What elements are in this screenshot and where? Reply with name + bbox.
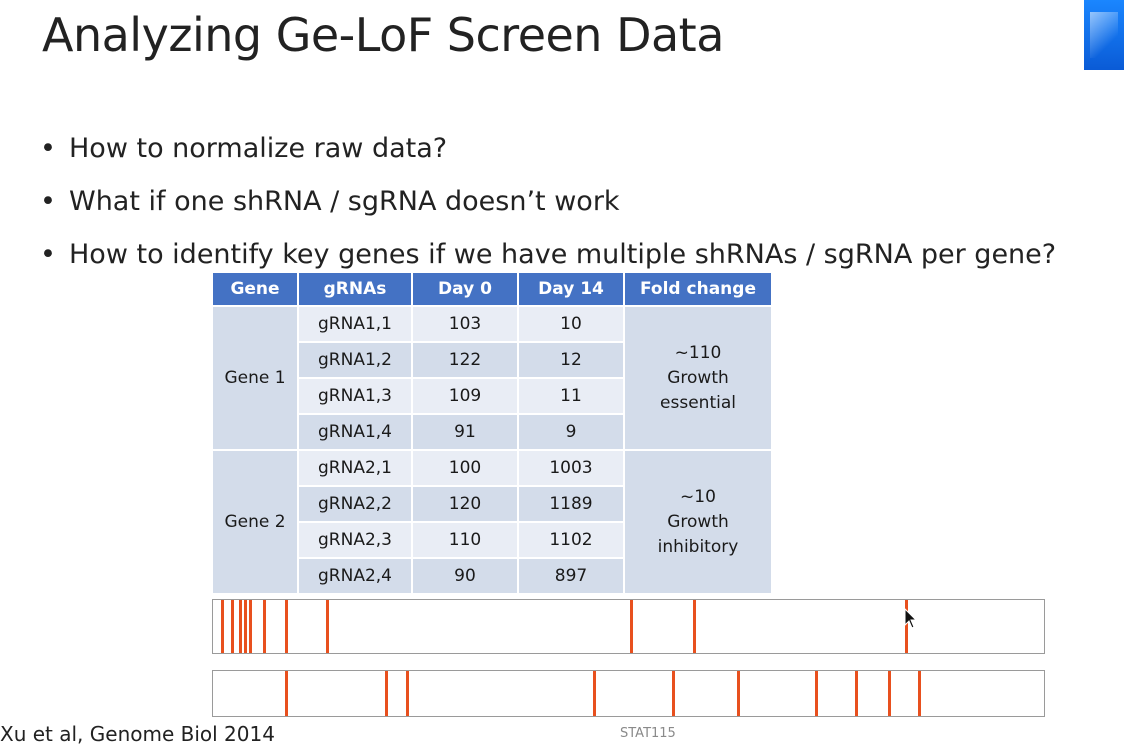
grna-rank-tick bbox=[630, 600, 633, 653]
mouse-pointer-icon bbox=[904, 608, 918, 629]
table-row: gRNA2,2 120 1189 bbox=[213, 487, 771, 521]
header-grnas: gRNAs bbox=[299, 273, 411, 305]
grna-cell: gRNA1,3 bbox=[299, 379, 411, 413]
gene-cell: Gene 1 bbox=[213, 307, 297, 449]
grna-cell: gRNA2,4 bbox=[299, 559, 411, 593]
grna-cell: gRNA2,2 bbox=[299, 487, 411, 521]
day0-cell: 103 bbox=[413, 307, 517, 341]
header-gene: Gene bbox=[213, 273, 297, 305]
ranked-strip-gene1 bbox=[212, 599, 1045, 654]
fold-label: inhibitory bbox=[657, 536, 739, 557]
grna-rank-tick bbox=[326, 600, 329, 653]
grna-rank-tick bbox=[244, 600, 247, 653]
grna-rank-tick bbox=[593, 671, 596, 716]
day14-cell: 12 bbox=[519, 343, 623, 377]
bullet-item: How to normalize raw data? bbox=[40, 122, 1056, 175]
grna-cell: gRNA2,1 bbox=[299, 451, 411, 485]
table-header-row: Gene gRNAs Day 0 Day 14 Fold change bbox=[213, 273, 771, 305]
grna-cell: gRNA1,4 bbox=[299, 415, 411, 449]
grna-rank-tick bbox=[239, 600, 242, 653]
fold-label: Growth bbox=[667, 511, 729, 532]
day14-cell: 11 bbox=[519, 379, 623, 413]
header-day14: Day 14 bbox=[519, 273, 623, 305]
grna-rank-tick bbox=[737, 671, 740, 716]
grna-rank-tick bbox=[285, 671, 288, 716]
fold-change-cell: ~110 Growth essential bbox=[625, 307, 771, 449]
table-row: gRNA1,4 91 9 bbox=[213, 415, 771, 449]
day0-cell: 90 bbox=[413, 559, 517, 593]
grna-cell: gRNA2,3 bbox=[299, 523, 411, 557]
fold-label: Growth bbox=[667, 367, 729, 388]
day0-cell: 100 bbox=[413, 451, 517, 485]
bullet-list: How to normalize raw data? What if one s… bbox=[40, 122, 1056, 281]
day14-cell: 897 bbox=[519, 559, 623, 593]
windows-logo-icon bbox=[1084, 0, 1124, 70]
grna-rank-tick bbox=[888, 671, 891, 716]
footer-label: STAT115 bbox=[620, 726, 676, 741]
table-row: gRNA1,3 109 11 bbox=[213, 379, 771, 413]
table-row: gRNA2,4 90 897 bbox=[213, 559, 771, 593]
grna-cell: gRNA1,1 bbox=[299, 307, 411, 341]
day14-cell: 1102 bbox=[519, 523, 623, 557]
table-row: gRNA1,2 122 12 bbox=[213, 343, 771, 377]
grna-rank-tick bbox=[693, 600, 696, 653]
slide-title: Analyzing Ge-LoF Screen Data bbox=[42, 8, 724, 62]
grna-rank-tick bbox=[918, 671, 921, 716]
grna-rank-tick bbox=[263, 600, 266, 653]
header-fold-change: Fold change bbox=[625, 273, 771, 305]
day0-cell: 109 bbox=[413, 379, 517, 413]
gene-cell: Gene 2 bbox=[213, 451, 297, 593]
day0-cell: 110 bbox=[413, 523, 517, 557]
bullet-item: How to identify key genes if we have mul… bbox=[40, 228, 1056, 281]
ranked-strip-gene2 bbox=[212, 670, 1045, 717]
grna-rank-tick bbox=[672, 671, 675, 716]
day0-cell: 91 bbox=[413, 415, 517, 449]
day14-cell: 10 bbox=[519, 307, 623, 341]
grna-rank-tick bbox=[905, 600, 908, 653]
fold-value: ~10 bbox=[680, 486, 716, 507]
fold-value: ~110 bbox=[674, 342, 722, 363]
table-row: Gene 2 gRNA2,1 100 1003 ~10 Growth inhib… bbox=[213, 451, 771, 593]
grna-rank-tick bbox=[406, 671, 409, 716]
grna-rank-tick bbox=[231, 600, 234, 653]
day0-cell: 122 bbox=[413, 343, 517, 377]
day14-cell: 9 bbox=[519, 415, 623, 449]
day14-cell: 1003 bbox=[519, 451, 623, 485]
table-row: gRNA2,3 110 1102 bbox=[213, 523, 771, 557]
grna-rank-tick bbox=[285, 600, 288, 653]
header-day0: Day 0 bbox=[413, 273, 517, 305]
grna-rank-tick bbox=[385, 671, 388, 716]
grna-rank-tick bbox=[221, 600, 224, 653]
grna-cell: gRNA1,2 bbox=[299, 343, 411, 377]
day14-cell: 1189 bbox=[519, 487, 623, 521]
fold-label: essential bbox=[660, 392, 736, 413]
table-row: Gene 1 gRNA1,1 103 10 ~110 Growth essent… bbox=[213, 307, 771, 449]
day0-cell: 120 bbox=[413, 487, 517, 521]
citation: Xu et al, Genome Biol 2014 bbox=[0, 722, 275, 746]
fold-change-cell: ~10 Growth inhibitory bbox=[625, 451, 771, 593]
grna-rank-tick bbox=[815, 671, 818, 716]
grna-table: Gene gRNAs Day 0 Day 14 Fold change Gene… bbox=[211, 271, 773, 595]
bullet-item: What if one shRNA / sgRNA doesn’t work bbox=[40, 175, 1056, 228]
grna-rank-tick bbox=[855, 671, 858, 716]
grna-rank-tick bbox=[249, 600, 252, 653]
